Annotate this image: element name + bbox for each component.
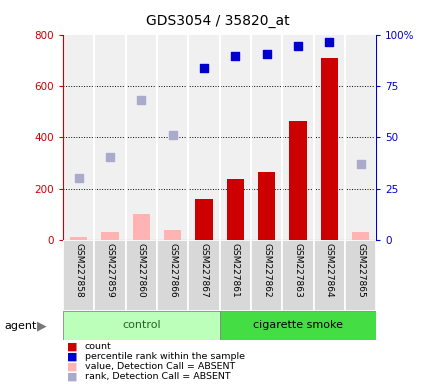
Point: [169, 132, 176, 138]
Bar: [313, 240, 344, 311]
Text: agent: agent: [4, 321, 36, 331]
Text: GSM227861: GSM227861: [230, 243, 239, 298]
Bar: [70, 237, 87, 240]
Bar: [257, 172, 275, 240]
Bar: [63, 311, 219, 340]
Text: percentile rank within the sample: percentile rank within the sample: [85, 352, 244, 361]
Text: cigarette smoke: cigarette smoke: [253, 320, 342, 331]
Bar: [289, 121, 306, 240]
Point: [294, 43, 301, 49]
Bar: [188, 240, 219, 311]
Text: value, Detection Call = ABSENT: value, Detection Call = ABSENT: [85, 362, 234, 371]
Point: [263, 51, 270, 57]
Point: [231, 53, 238, 60]
Bar: [344, 240, 375, 311]
Text: count: count: [85, 342, 111, 351]
Point: [200, 65, 207, 71]
Text: GDS3054 / 35820_at: GDS3054 / 35820_at: [145, 14, 289, 28]
Text: ▶: ▶: [36, 319, 46, 332]
Point: [138, 97, 145, 103]
Bar: [94, 240, 125, 311]
Text: control: control: [122, 320, 160, 331]
Bar: [320, 58, 337, 240]
Bar: [282, 240, 313, 311]
Text: ■: ■: [67, 361, 78, 371]
Text: rank, Detection Call = ABSENT: rank, Detection Call = ABSENT: [85, 372, 230, 381]
Text: GSM227864: GSM227864: [324, 243, 333, 298]
Bar: [63, 240, 94, 311]
Bar: [101, 232, 118, 240]
Bar: [125, 240, 157, 311]
Bar: [226, 179, 243, 240]
Bar: [219, 311, 375, 340]
Text: GSM227863: GSM227863: [293, 243, 302, 298]
Text: ■: ■: [67, 341, 78, 351]
Text: GSM227865: GSM227865: [355, 243, 364, 298]
Text: GSM227860: GSM227860: [137, 243, 145, 298]
Bar: [219, 240, 250, 311]
Text: GSM227862: GSM227862: [262, 243, 270, 298]
Bar: [250, 240, 282, 311]
Bar: [351, 232, 368, 240]
Point: [325, 39, 332, 45]
Text: ■: ■: [67, 371, 78, 381]
Point: [75, 175, 82, 182]
Bar: [157, 240, 188, 311]
Text: GSM227866: GSM227866: [168, 243, 177, 298]
Point: [106, 154, 113, 160]
Point: [356, 161, 363, 167]
Text: GSM227858: GSM227858: [74, 243, 83, 298]
Bar: [164, 230, 181, 240]
Bar: [195, 199, 212, 240]
Text: ■: ■: [67, 351, 78, 361]
Text: GSM227867: GSM227867: [199, 243, 208, 298]
Text: GSM227859: GSM227859: [105, 243, 114, 298]
Bar: [132, 214, 150, 240]
